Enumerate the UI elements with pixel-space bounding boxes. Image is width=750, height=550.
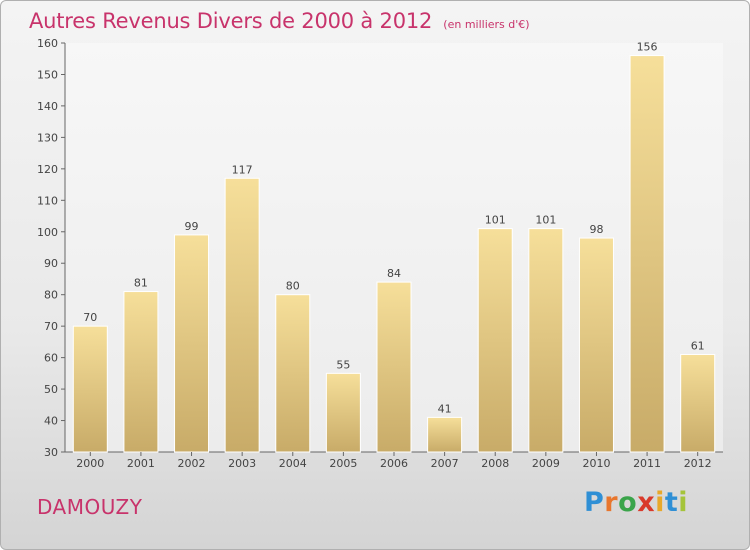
bar — [174, 234, 210, 453]
x-tick-label: 2002 — [178, 457, 206, 470]
chart-title: Autres Revenus Divers de 2000 à 2012 — [29, 9, 433, 33]
bar-value-label: 70 — [83, 311, 97, 324]
bar-value-label: 117 — [232, 163, 253, 176]
bar-value-label: 81 — [134, 277, 148, 290]
logo-letter: x — [637, 487, 656, 518]
bar — [123, 291, 159, 453]
bar-value-label: 101 — [485, 214, 506, 227]
logo-letter: t — [664, 487, 679, 518]
bar — [528, 228, 564, 453]
y-tick-label: 150 — [37, 68, 58, 81]
x-tick-label: 2003 — [228, 457, 256, 470]
logo-letter: P — [584, 487, 605, 518]
chart-title-block: Autres Revenus Divers de 2000 à 2012 (en… — [29, 9, 530, 33]
bar — [224, 177, 260, 453]
logo-letter: o — [618, 487, 638, 518]
x-tick-label: 2006 — [380, 457, 408, 470]
bar — [427, 416, 463, 453]
y-tick-label: 60 — [44, 352, 58, 365]
bar-value-label: 80 — [286, 280, 300, 293]
x-tick-label: 2005 — [329, 457, 357, 470]
y-tick-label: 70 — [44, 320, 58, 333]
y-tick-label: 50 — [44, 383, 58, 396]
bar-value-label: 55 — [336, 358, 350, 371]
y-tick-label: 140 — [37, 100, 58, 113]
y-tick-label: 100 — [37, 226, 58, 239]
bar — [680, 353, 716, 453]
x-tick-label: 2001 — [127, 457, 155, 470]
logo-letter: i — [678, 487, 689, 518]
x-tick-label: 2004 — [279, 457, 307, 470]
x-tick-label: 2008 — [481, 457, 509, 470]
bar-value-label: 99 — [185, 220, 199, 233]
y-tick-label: 120 — [37, 163, 58, 176]
bar — [325, 372, 361, 453]
bar — [477, 228, 513, 453]
bar-value-label: 98 — [589, 223, 603, 236]
bar-value-label: 101 — [535, 214, 556, 227]
y-tick-label: 80 — [44, 289, 58, 302]
plot-area: 30 40 50 60 70 80 90 100 110 120 130 140 150 160 70 200… — [37, 37, 723, 470]
bar — [376, 281, 412, 453]
bar-value-label: 84 — [387, 267, 401, 280]
y-tick-label: 30 — [44, 446, 58, 459]
y-tick-label: 110 — [37, 194, 58, 207]
logo-letter: r — [604, 487, 619, 518]
commune-name: DAMOUZY — [37, 495, 143, 519]
x-tick-label: 2000 — [76, 457, 104, 470]
bar — [275, 294, 311, 453]
bar-value-label: 41 — [438, 402, 452, 415]
bar — [629, 55, 665, 453]
x-tick-label: 2011 — [633, 457, 661, 470]
logo-letter: i — [655, 487, 665, 518]
x-tick-label: 2012 — [684, 457, 712, 470]
bar — [72, 325, 108, 453]
chart-subtitle: (en milliers d'€) — [443, 18, 530, 31]
y-tick-label: 40 — [44, 415, 58, 428]
bar-value-label: 156 — [637, 41, 658, 54]
proxiti-logo: Proxiti — [584, 487, 688, 518]
x-tick-label: 2007 — [431, 457, 459, 470]
y-tick-label: 130 — [37, 131, 58, 144]
bar — [578, 237, 614, 453]
y-tick-label: 160 — [37, 37, 58, 50]
bar-value-label: 61 — [691, 339, 705, 352]
x-tick-label: 2010 — [582, 457, 610, 470]
y-tick-label: 90 — [44, 257, 58, 270]
x-tick-label: 2009 — [532, 457, 560, 470]
